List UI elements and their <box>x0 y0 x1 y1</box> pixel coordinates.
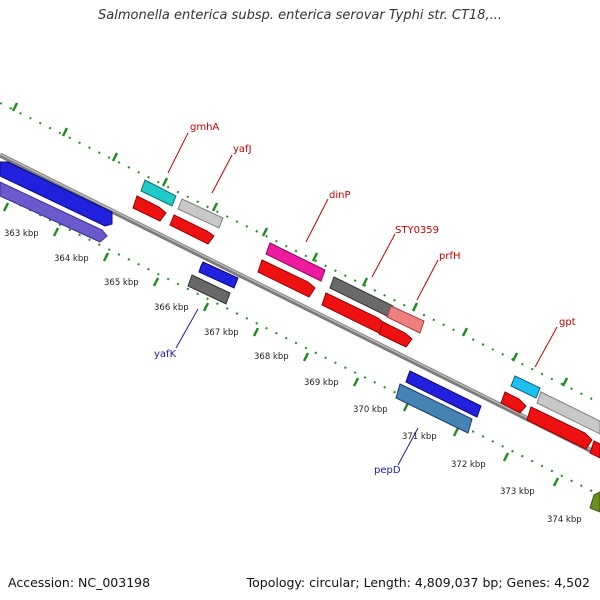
gene-yafJ[interactable] <box>177 198 224 229</box>
gene-slate-large[interactable] <box>0 181 108 243</box>
leader-gmhA <box>167 132 189 174</box>
accession-text: Accession: NC_003198 <box>8 575 151 590</box>
tick-label-366: 366 kbp <box>154 303 189 313</box>
leader-yafK <box>175 308 199 349</box>
cds-dinP[interactable] <box>257 259 316 298</box>
leader-pepD <box>397 427 419 466</box>
cds-yafJ[interactable] <box>169 214 215 245</box>
cds-prfH[interactable] <box>378 321 413 348</box>
cds-gmhA[interactable] <box>132 195 167 222</box>
map-title: Salmonella enterica subsp. enterica sero… <box>98 8 502 23</box>
gene-pepD[interactable] <box>405 370 482 418</box>
label-dinP[interactable]: dinP <box>329 190 351 201</box>
gene-gpt[interactable] <box>510 375 541 399</box>
label-STY0359[interactable]: STY0359 <box>395 225 439 236</box>
gene-grey-right[interactable] <box>536 391 600 435</box>
gene-prfH[interactable] <box>386 305 425 334</box>
label-yafJ[interactable]: yafJ <box>233 144 252 155</box>
gene-pepD-neighbor[interactable] <box>395 383 473 434</box>
tick-label-372: 372 kbp <box>451 460 486 470</box>
cds-right-2[interactable] <box>589 440 600 459</box>
tick-label-365: 365 kbp <box>104 278 139 288</box>
gene-dinP[interactable] <box>265 242 326 282</box>
gene-blue-large[interactable] <box>0 161 113 227</box>
tick-label-373: 373 kbp <box>500 487 535 497</box>
tick-label-371: 371 kbp <box>402 432 437 442</box>
inner-major-ticks <box>2 202 560 487</box>
outer-major-ticks <box>11 102 569 387</box>
tick-label-369: 369 kbp <box>304 378 339 388</box>
genome-backbone <box>0 152 600 458</box>
tick-label-367: 367 kbp <box>204 328 239 338</box>
cds-right-1[interactable] <box>526 406 593 450</box>
label-pepD[interactable]: pepD <box>374 465 401 476</box>
gene-yafK[interactable] <box>198 261 239 289</box>
leader-gpt <box>534 326 558 368</box>
leader-yafJ <box>211 154 233 194</box>
inner-dotted-track <box>0 194 600 496</box>
outer-dotted-track <box>0 102 600 404</box>
label-yafK[interactable]: yafK <box>154 349 177 360</box>
gene-gmhA[interactable] <box>140 179 177 207</box>
cds-gpt[interactable] <box>500 391 527 414</box>
leader-STY0359 <box>371 233 396 278</box>
label-prfH[interactable]: prfH <box>439 251 461 262</box>
leader-prfH <box>416 259 439 301</box>
topology-text: Topology: circular; Length: 4,809,037 bp… <box>246 575 590 590</box>
gene-olive-edge[interactable] <box>589 491 600 513</box>
tick-label-364: 364 kbp <box>54 254 89 264</box>
tick-label-363: 363 kbp <box>4 229 39 239</box>
leader-dinP <box>305 198 329 243</box>
tick-label-368: 368 kbp <box>254 352 289 362</box>
tick-label-370: 370 kbp <box>353 405 388 415</box>
gene-grey-yafK-neighbor[interactable] <box>187 274 231 305</box>
tick-label-374: 374 kbp <box>547 515 582 525</box>
label-gpt[interactable]: gpt <box>559 317 576 328</box>
label-gmhA[interactable]: gmhA <box>190 122 219 133</box>
